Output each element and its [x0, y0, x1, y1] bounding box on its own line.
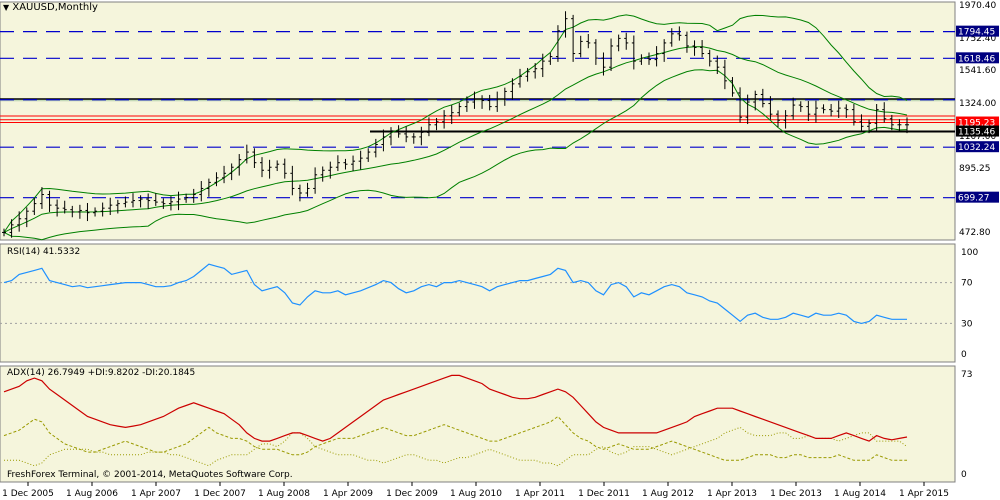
support-level-label-box: [956, 125, 999, 137]
bollinger-upper: [3, 14, 908, 233]
rsi-level-label: 70: [961, 279, 973, 289]
price-tick-label: 1107.00: [959, 132, 996, 142]
adx-label: ADX(14) 26.7949 +DI:9.8202 -DI:20.1845: [7, 368, 196, 378]
bollinger-middle: [3, 46, 908, 233]
adx-level-label: 0: [961, 470, 967, 480]
red-level-label-box: [956, 116, 999, 128]
chart-title: ▼ XAUUSD,Monthly: [3, 2, 98, 13]
x-axis-label: 1 Dec 2007: [194, 489, 246, 499]
adx-panel[interactable]: 73 0: [3, 370, 972, 480]
level-label-0-box: [956, 25, 999, 37]
x-axis-label: 1 Apr 2007: [131, 489, 181, 499]
x-axis-label: 1 Apr 2013: [707, 489, 757, 499]
x-axis-label: 1 Apr 2009: [323, 489, 373, 499]
x-axis-label: 1 Aug 2010: [450, 489, 502, 499]
x-axis-label: 1 Dec 2009: [386, 489, 438, 499]
rsi-line: [3, 263, 907, 325]
level-label-1-box: [956, 52, 999, 64]
price-tick-label: 1324.00: [959, 99, 996, 109]
adx-level-label: 73: [961, 370, 972, 380]
price-tick-label: 472.80: [959, 228, 991, 238]
adx-line: [3, 374, 908, 442]
price-tick-label: 1970.40: [959, 1, 996, 11]
support-level-label: 1135.46: [958, 128, 995, 138]
adx-panel-background: [0, 365, 956, 483]
plus-di-line: [3, 415, 907, 461]
x-axis-label: 1 Dec 2013: [770, 489, 822, 499]
symbol-timeframe-label: XAUUSD,Monthly: [12, 2, 98, 13]
level-label-3-box: [956, 191, 999, 203]
level-label-0: 1794.45: [958, 28, 995, 38]
copyright-text: FreshForex Terminal, © 2001-2014, MetaQu…: [7, 470, 293, 480]
price-tick-label: 895.25: [959, 164, 991, 174]
time-axis: 1 Dec 2005 1 Aug 2006 1 Apr 2007 1 Dec 2007…: [2, 482, 949, 499]
x-axis-label: 1 Aug 2006: [66, 489, 118, 499]
level-label-3: 699.27: [958, 194, 990, 204]
x-axis-label: 1 Dec 2011: [578, 489, 630, 499]
level-label-1: 1618.46: [958, 54, 995, 64]
chevron-down-icon[interactable]: ▼: [3, 3, 10, 12]
minus-di-line: [4, 426, 908, 467]
resistance-band: [0, 99, 955, 102]
rsi-panel-background: [0, 243, 956, 363]
red-level-label: 1195.23: [958, 119, 995, 129]
price-tick-label: 1752.40: [959, 34, 996, 44]
x-axis-label: 1 Apr 2011: [515, 489, 565, 499]
x-axis-label: 1 Aug 2014: [834, 489, 886, 499]
x-axis-label: 1 Apr 2015: [899, 489, 949, 499]
background-layer: [0, 1, 956, 483]
x-axis-label: 1 Dec 2005: [2, 489, 54, 499]
x-axis-label: 1 Aug 2012: [642, 489, 694, 499]
rsi-level-label: 0: [961, 350, 967, 360]
price-tick-label: 1541.60: [959, 66, 996, 76]
rsi-panel[interactable]: 100 70 30 0: [0, 248, 978, 360]
rsi-label: RSI(14) 41.5332: [7, 247, 81, 257]
rsi-level-label: 30: [961, 319, 973, 329]
bollinger-lower: [3, 69, 908, 241]
x-axis-label: 1 Aug 2008: [258, 489, 310, 499]
level-label-2-box: [956, 141, 999, 153]
rsi-level-label: 100: [961, 248, 978, 258]
price-panel[interactable]: 1970.40 1752.40 1541.60 1324.00 1107.00 895.2…: [0, 1, 999, 241]
level-label-2: 1032.24: [958, 143, 995, 153]
price-panel-background: [0, 1, 956, 241]
